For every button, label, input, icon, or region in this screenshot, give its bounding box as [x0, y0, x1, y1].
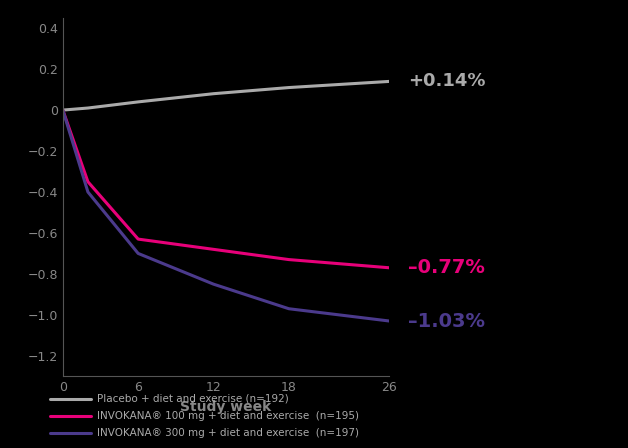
Text: +0.14%: +0.14%: [408, 73, 485, 90]
Text: Placebo + diet and exercise (n=192): Placebo + diet and exercise (n=192): [97, 394, 289, 404]
Text: INVOKANA® 100 mg + diet and exercise  (n=195): INVOKANA® 100 mg + diet and exercise (n=…: [97, 411, 359, 421]
Text: –1.03%: –1.03%: [408, 311, 485, 331]
Text: –0.77%: –0.77%: [408, 258, 485, 277]
Text: INVOKANA® 300 mg + diet and exercise  (n=197): INVOKANA® 300 mg + diet and exercise (n=…: [97, 428, 359, 438]
X-axis label: Study week: Study week: [180, 400, 272, 414]
